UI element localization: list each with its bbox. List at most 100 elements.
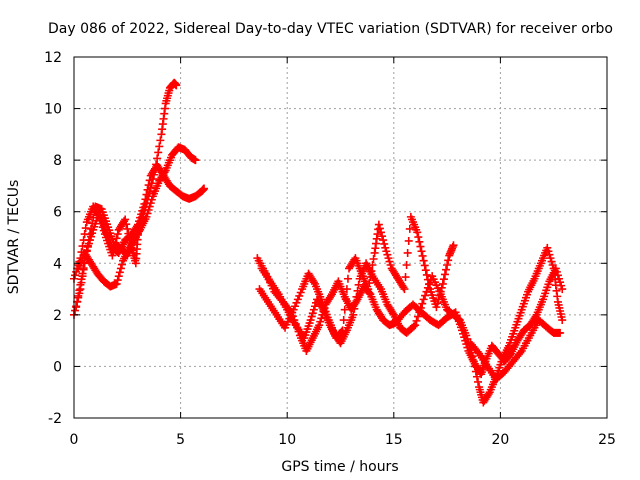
data-point (76, 280, 85, 289)
data-point (516, 348, 525, 357)
data-point (443, 261, 452, 270)
data-point (423, 283, 432, 292)
data-point (191, 156, 200, 165)
data-point (474, 377, 483, 386)
data-point (472, 372, 481, 381)
data-point (365, 279, 374, 288)
data-point (122, 220, 131, 229)
x-tick-label: 20 (491, 432, 509, 448)
data-point (146, 183, 155, 192)
data-point (156, 136, 165, 145)
data-point (75, 286, 84, 295)
data-point (558, 285, 567, 294)
data-point (144, 192, 153, 201)
data-point (114, 272, 123, 281)
data-point (151, 166, 160, 175)
data-point (417, 247, 426, 256)
data-point (74, 291, 83, 300)
data-points (70, 78, 567, 407)
data-point (116, 264, 125, 273)
data-point (471, 367, 480, 376)
data-point (115, 268, 124, 277)
series-sat-h (466, 316, 565, 384)
y-tick-label: 8 (53, 153, 62, 169)
data-point (433, 299, 442, 308)
data-point (154, 148, 163, 157)
data-point (468, 352, 477, 361)
data-point (418, 251, 427, 260)
y-tick-label: 0 (53, 359, 62, 375)
data-point (349, 310, 358, 319)
data-point (432, 303, 441, 312)
data-point (78, 242, 87, 251)
data-point (111, 238, 120, 247)
data-point (440, 270, 449, 279)
y-axis-label: SDTVAR / TECUs (6, 180, 22, 295)
data-point (409, 322, 418, 331)
y-tick-label: 4 (53, 256, 62, 272)
chart-title: Day 086 of 2022, Sidereal Day-to-day VTE… (48, 21, 613, 37)
x-tick-label: 25 (598, 432, 616, 448)
data-point (350, 304, 359, 313)
data-point (377, 228, 386, 237)
data-point (422, 270, 431, 279)
data-point (414, 233, 423, 242)
data-point (374, 220, 383, 229)
data-point (421, 291, 430, 300)
data-point (484, 389, 493, 398)
data-point (416, 242, 425, 251)
data-point (438, 279, 447, 288)
data-point (113, 276, 122, 285)
series-sat-c (74, 78, 181, 291)
data-point (418, 299, 427, 308)
data-point (375, 224, 384, 233)
data-point (405, 224, 414, 233)
data-point (78, 269, 87, 278)
data-point (556, 328, 565, 337)
data-point (412, 316, 421, 325)
data-point (155, 142, 164, 151)
data-point (449, 241, 458, 250)
x-tick-label: 10 (278, 432, 296, 448)
data-point (152, 160, 161, 169)
data-point (353, 286, 362, 295)
data-point (110, 242, 119, 251)
data-point (109, 247, 118, 256)
y-tick-label: 12 (44, 50, 62, 66)
data-point (123, 224, 132, 233)
data-point (81, 224, 90, 233)
data-point (79, 236, 88, 245)
grid-lines (74, 57, 607, 418)
data-point (149, 170, 158, 179)
data-point (401, 273, 410, 282)
data-point (88, 219, 97, 228)
data-point (354, 280, 363, 289)
data-point (379, 236, 388, 245)
data-point (352, 292, 361, 301)
data-point (343, 274, 352, 283)
data-point (439, 275, 448, 284)
data-point (402, 261, 411, 270)
data-point (87, 224, 96, 233)
data-point (112, 279, 121, 288)
data-point (558, 316, 567, 325)
data-point (172, 81, 181, 90)
data-point (419, 295, 428, 304)
x-tick-label: 5 (176, 432, 185, 448)
data-point (125, 234, 134, 243)
data-point (342, 285, 351, 294)
data-point (113, 230, 122, 239)
data-point (415, 308, 424, 317)
data-point (419, 256, 428, 265)
data-point (403, 248, 412, 257)
y-tick-label: 6 (53, 205, 62, 221)
data-point (145, 187, 154, 196)
data-point (117, 260, 126, 269)
series-sat-g (255, 243, 567, 407)
data-point (108, 251, 117, 260)
series-sat-d (70, 202, 142, 283)
data-point (351, 298, 360, 307)
data-point (339, 316, 348, 325)
x-tick-label: 15 (385, 432, 403, 448)
data-point (148, 175, 157, 184)
